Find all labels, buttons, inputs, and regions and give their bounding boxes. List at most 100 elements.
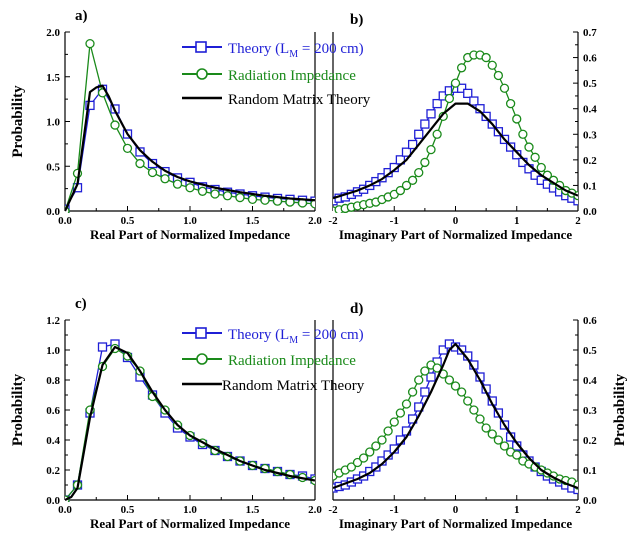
data-point xyxy=(383,426,393,436)
data-point xyxy=(407,139,418,150)
x-tick-label: 2 xyxy=(575,215,581,227)
x-tick-label: 0.5 xyxy=(121,215,135,227)
data-point xyxy=(450,78,461,88)
y-tick-label: 0.5 xyxy=(583,78,597,90)
y-tick-label: 0.7 xyxy=(583,27,597,39)
y-tick-label: 0.6 xyxy=(583,53,597,65)
series-line xyxy=(333,342,578,490)
x-tick-label: 1.5 xyxy=(246,504,260,516)
series-2 xyxy=(333,50,578,213)
data-point xyxy=(135,158,145,169)
data-point xyxy=(222,191,233,201)
data-point xyxy=(160,174,170,184)
data-point xyxy=(371,462,381,472)
data-point xyxy=(147,167,158,178)
data-point xyxy=(389,417,399,427)
data-point xyxy=(512,450,522,460)
series-3 xyxy=(333,342,578,490)
data-point xyxy=(456,83,467,93)
data-point xyxy=(499,83,510,93)
data-point xyxy=(407,387,418,397)
series-2 xyxy=(65,38,315,213)
x-tick-label: 0 xyxy=(453,504,459,516)
x-tick-label: 1.5 xyxy=(246,215,260,227)
chart-panel-3: 0.0 0.5 1.0 1.5 2.0 0.0 0.2 0.4 0.6 0.8 1.0 1.2 Real… xyxy=(10,296,322,531)
panel-label: d) xyxy=(350,301,363,317)
data-point xyxy=(420,157,430,168)
data-point xyxy=(365,447,375,457)
data-point xyxy=(135,147,145,157)
x-tick-label: 1 xyxy=(514,504,520,516)
y-axis-title: Probability xyxy=(10,85,26,158)
data-point xyxy=(172,179,183,189)
chart-panel-4: -2 -1 0 1 20.0 0.1 0.2 0.3 0.4 0.5 0.6 Imaginary Pa… xyxy=(328,301,628,531)
y-tick-label: 0.2 xyxy=(583,435,597,447)
data-point xyxy=(493,435,504,445)
x-tick-label: 0.0 xyxy=(58,504,72,516)
data-point xyxy=(247,194,258,205)
y-tick-label: 0.5 xyxy=(583,345,597,357)
x-axis-title: Imaginary Part of Normalized Impedance xyxy=(339,516,572,531)
data-point xyxy=(487,429,497,439)
x-tick-label: -2 xyxy=(328,504,338,516)
data-point xyxy=(210,189,220,199)
data-point xyxy=(85,100,95,111)
data-point xyxy=(414,129,424,139)
data-point xyxy=(518,129,528,139)
legend-bottom: Theory (LM = 200 cm) Radiation Impedance… xyxy=(182,327,365,394)
x-tick-label: 1.0 xyxy=(183,504,197,516)
data-point xyxy=(499,441,510,451)
legend-theory-suffix: = 200 cm) xyxy=(298,327,364,343)
data-point xyxy=(197,186,208,196)
data-point xyxy=(426,109,436,119)
legend-theory-subscript: M xyxy=(289,335,298,346)
y-tick-label: 0.5 xyxy=(46,161,60,173)
series-line xyxy=(65,345,315,501)
y-axis-title: Probability xyxy=(10,373,26,446)
y-tick-label: 0.6 xyxy=(583,315,597,327)
y-tick-label: 0.4 xyxy=(583,104,597,116)
x-tick-label: 1.0 xyxy=(183,215,197,227)
data-point xyxy=(481,423,491,433)
legend-theory-subscript: M xyxy=(289,49,298,60)
x-tick-label: -1 xyxy=(390,215,399,227)
data-point xyxy=(512,114,522,124)
legend-item-rmt: Random Matrix Theory xyxy=(182,378,365,394)
legend-rmt-label: Random Matrix Theory xyxy=(228,92,371,108)
series-line xyxy=(65,347,315,501)
legend-item-theory: Theory (LM = 200 cm) xyxy=(182,41,364,60)
data-point xyxy=(414,167,424,178)
y-tick-label: 1.0 xyxy=(46,345,60,357)
series-2 xyxy=(333,360,578,490)
data-point xyxy=(414,375,424,385)
y-tick-label: 0.8 xyxy=(46,375,60,387)
legend-rmt-label: Random Matrix Theory xyxy=(222,378,365,394)
y-tick-label: 1.0 xyxy=(46,117,60,129)
legend-top: Theory (LM = 200 cm) Radiation Impedance… xyxy=(182,41,371,108)
data-point xyxy=(456,387,467,397)
x-tick-label: 0.5 xyxy=(121,504,135,516)
data-point xyxy=(463,88,473,99)
data-point xyxy=(426,144,436,155)
data-point xyxy=(371,441,381,451)
data-point xyxy=(444,93,455,104)
chart-panel-2: -2 -1 0 1 20.0 0.1 0.2 0.3 0.4 0.5 0.6 0.7 Imaginary… xyxy=(328,12,597,242)
series-3 xyxy=(65,345,315,501)
x-tick-label: 2 xyxy=(575,504,581,516)
legend-theory-label: Theory (L xyxy=(228,327,289,343)
data-point xyxy=(475,414,485,424)
data-point xyxy=(122,143,133,154)
chart-panel-1: 0.0 0.5 1.0 1.5 2.0 0.0 0.5 1.0 1.5 2.0 Real Part … xyxy=(10,8,322,242)
y-tick-label: 1.2 xyxy=(46,315,60,327)
y-tick-label: 0.1 xyxy=(583,180,597,192)
y-tick-label: 0.2 xyxy=(583,155,597,167)
y-tick-label: 0.0 xyxy=(583,206,597,218)
y-tick-label: 0.4 xyxy=(583,375,597,387)
data-point xyxy=(420,366,430,376)
y-tick-label: 0.3 xyxy=(583,129,597,141)
data-point xyxy=(450,381,461,391)
x-tick-label: 0 xyxy=(453,215,459,227)
data-point xyxy=(573,484,578,495)
x-tick-label: 0.0 xyxy=(58,215,72,227)
